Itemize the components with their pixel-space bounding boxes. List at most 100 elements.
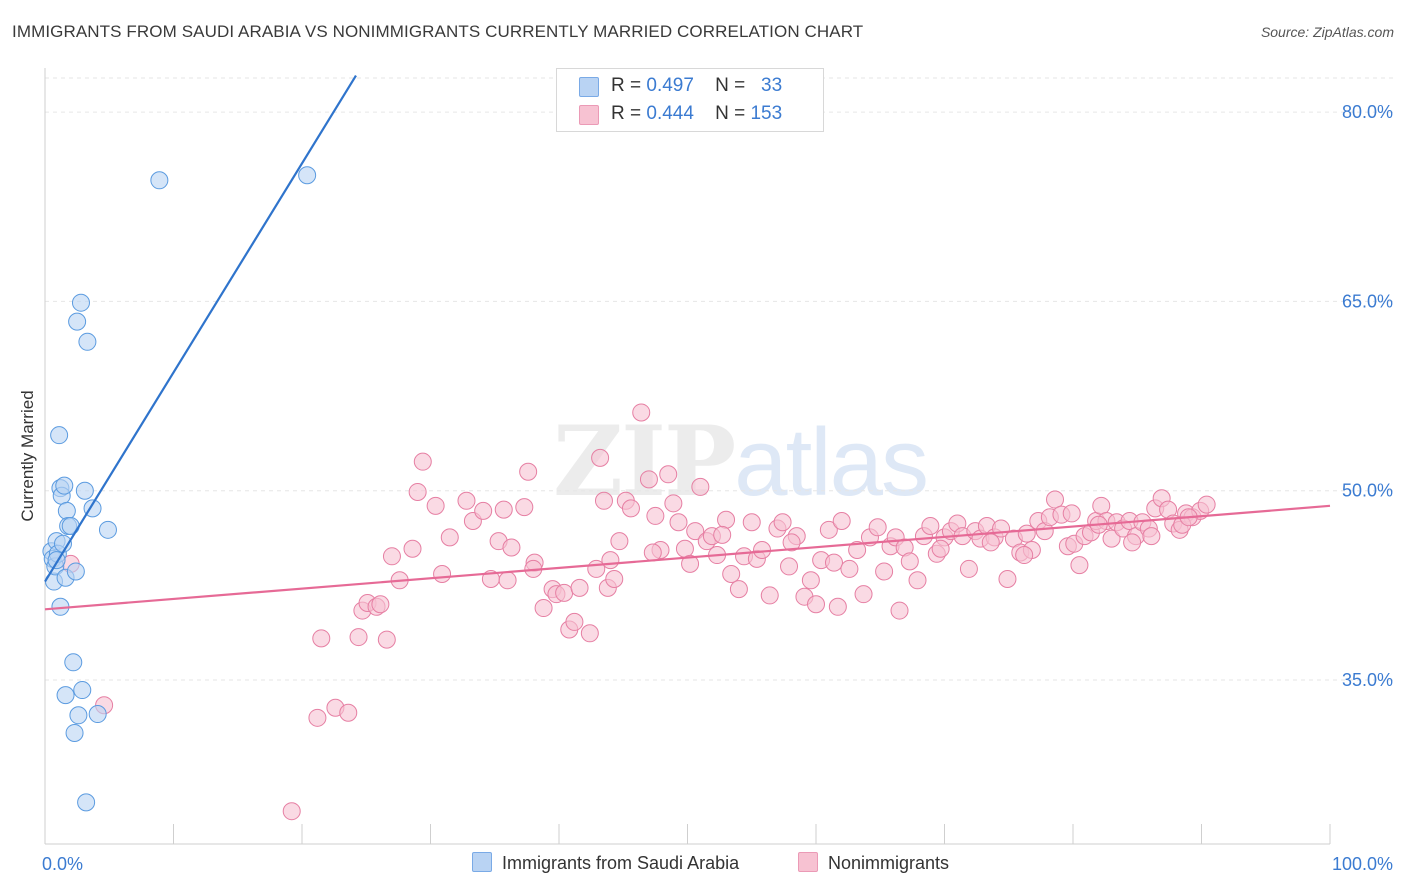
nonimmigrant-point bbox=[824, 553, 843, 572]
watermark-atlas: atlas bbox=[734, 409, 929, 516]
y-tick-label: 50.0% bbox=[1342, 481, 1393, 501]
nonimmigrant-point bbox=[669, 513, 688, 532]
nonimmigrant-point bbox=[675, 539, 694, 558]
watermark: ZIPatlas bbox=[553, 405, 929, 518]
y-tick-label: 35.0% bbox=[1342, 670, 1393, 690]
nonimmigrant-point bbox=[646, 506, 665, 525]
y-tick-label: 80.0% bbox=[1342, 102, 1393, 122]
nonimmigrant-point bbox=[534, 599, 553, 618]
saudi-arabia-point bbox=[69, 706, 88, 725]
nonimmigrant-point bbox=[931, 539, 950, 558]
nonimmigrant-point bbox=[605, 570, 624, 589]
nonimmigrant-point bbox=[760, 586, 779, 605]
nonimmigrant-point bbox=[565, 612, 584, 631]
nonimmigrant-point bbox=[840, 559, 859, 578]
saudi-arabia-point bbox=[68, 312, 87, 331]
bottom-legend-label-saudi-arabia: Immigrants from Saudi Arabia bbox=[502, 853, 740, 873]
saudi-arabia-point bbox=[150, 171, 169, 190]
nonimmigrant-point bbox=[515, 498, 534, 517]
nonimmigrant-point bbox=[1046, 490, 1065, 509]
source-credit: Source: ZipAtlas.com bbox=[1260, 24, 1394, 40]
saudi-arabia-point bbox=[98, 520, 117, 539]
nonimmigrant-point bbox=[890, 601, 909, 620]
legend-swatch-saudi-arabia bbox=[579, 77, 599, 97]
nonimmigrant-point bbox=[832, 511, 851, 530]
nonimmigrant-point bbox=[780, 557, 799, 576]
nonimmigrant-point bbox=[921, 517, 940, 536]
legend-r-value: 0.497 bbox=[646, 75, 694, 96]
nonimmigrant-point bbox=[519, 462, 538, 481]
nonimmigrant-point bbox=[981, 533, 1000, 552]
nonimmigrant-point bbox=[742, 513, 761, 532]
saudi-arabia-point bbox=[78, 332, 97, 351]
nonimmigrant-point bbox=[819, 520, 838, 539]
nonimmigrant-point bbox=[502, 538, 521, 557]
saudi-arabia-point bbox=[57, 501, 76, 520]
saudi-arabia-points bbox=[42, 166, 317, 812]
legend-n-label: N = bbox=[715, 103, 746, 124]
nonimmigrant-point bbox=[591, 448, 610, 467]
x-tick-label: 0.0% bbox=[42, 854, 83, 874]
nonimmigrant-point bbox=[722, 564, 741, 583]
nonimmigrant-point bbox=[555, 583, 574, 602]
saudi-arabia-point bbox=[64, 653, 83, 672]
nonimmigrant-point bbox=[282, 802, 301, 821]
legend-r-label: R = bbox=[611, 75, 642, 96]
saudi-arabia-point bbox=[56, 686, 75, 705]
nonimmigrant-point bbox=[1062, 504, 1081, 523]
saudi-arabia-point bbox=[73, 681, 92, 700]
nonimmigrant-point bbox=[1123, 533, 1142, 552]
nonimmigrant-point bbox=[440, 528, 459, 547]
nonimmigrant-point bbox=[308, 708, 327, 727]
bottom-legend-saudi-arabia: Immigrants from Saudi Arabia bbox=[472, 852, 739, 874]
nonimmigrant-point bbox=[875, 562, 894, 581]
nonimmigrant-point bbox=[1015, 546, 1034, 565]
nonimmigrant-point bbox=[621, 499, 640, 518]
nonimmigrant-point bbox=[801, 571, 820, 590]
saudi-arabia-point bbox=[75, 481, 94, 500]
nonimmigrants-points bbox=[61, 403, 1216, 821]
bottom-legend-label-nonimmigrants: Nonimmigrants bbox=[828, 853, 950, 873]
trend-lines bbox=[44, 74, 1331, 611]
nonimmigrant-point bbox=[1142, 527, 1161, 546]
nonimmigrant-point bbox=[413, 452, 432, 471]
x-tick-label: 100.0% bbox=[1332, 854, 1393, 874]
nonimmigrant-point bbox=[457, 491, 476, 510]
nonimmigrant-point bbox=[773, 513, 792, 532]
legend-n-label: N = bbox=[715, 75, 746, 96]
saudi-arabia-point bbox=[77, 793, 96, 812]
legend-r-label: R = bbox=[611, 103, 642, 124]
legend-r-value: 0.444 bbox=[646, 103, 694, 124]
nonimmigrant-point bbox=[664, 494, 683, 513]
nonimmigrant-point bbox=[1070, 556, 1089, 575]
x-ticks bbox=[44, 824, 1331, 844]
nonimmigrant-point bbox=[312, 629, 331, 648]
saudi-arabia-point bbox=[88, 705, 107, 724]
correlation-legend: R = 0.497 N = 33 R = 0.444 N = 153 bbox=[556, 68, 824, 132]
nonimmigrant-point bbox=[686, 522, 705, 541]
saudi-arabia-point bbox=[65, 723, 84, 742]
nonimmigrant-point bbox=[854, 585, 873, 604]
chart-title: IMMIGRANTS FROM SAUDI ARABIA VS NONIMMIG… bbox=[12, 22, 864, 41]
nonimmigrant-point bbox=[998, 570, 1017, 589]
nonimmigrant-point bbox=[403, 539, 422, 558]
y-tick-label: 65.0% bbox=[1342, 291, 1393, 311]
bottom-legend-swatch-nonimmigrants bbox=[798, 852, 818, 872]
nonimmigrant-point bbox=[349, 628, 368, 647]
nonimmigrant-point bbox=[639, 470, 658, 489]
nonimmigrant-point bbox=[382, 547, 401, 566]
saudi-arabia-trend-line bbox=[44, 74, 357, 583]
nonimmigrant-point bbox=[717, 510, 736, 529]
nonimmigrant-point bbox=[339, 703, 358, 722]
x-tick-labels: 0.0% 100.0% bbox=[42, 854, 1393, 874]
nonimmigrant-point bbox=[610, 532, 629, 551]
nonimmigrant-point bbox=[848, 541, 867, 560]
legend-swatch-nonimmigrants bbox=[579, 105, 599, 125]
nonimmigrant-point bbox=[594, 491, 613, 510]
nonimmigrant-point bbox=[643, 543, 662, 562]
nonimmigrant-point bbox=[828, 597, 847, 616]
nonimmigrant-point bbox=[494, 500, 513, 519]
nonimmigrant-point bbox=[691, 477, 710, 496]
nonimmigrant-point bbox=[807, 595, 825, 614]
